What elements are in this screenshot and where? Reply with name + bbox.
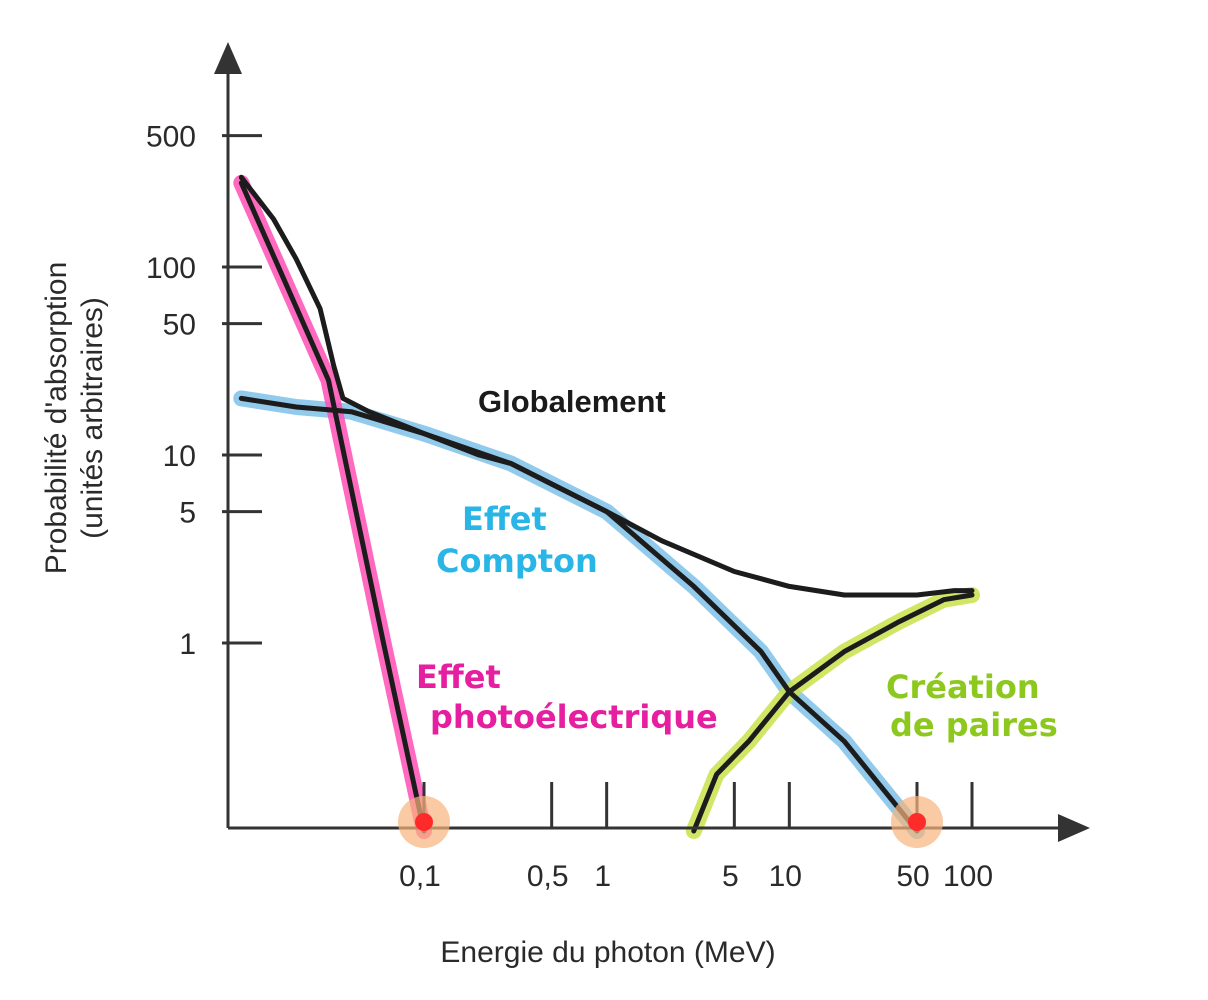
series-line-2 xyxy=(238,180,427,834)
x-tick-label-5: 50 xyxy=(896,860,929,893)
series-highlight-2 xyxy=(233,174,432,839)
x-tick-label-4: 10 xyxy=(769,860,802,893)
x-axis-arrow xyxy=(1058,814,1090,842)
y-axis-arrow xyxy=(214,42,242,74)
x-tick-label-2: 1 xyxy=(594,860,611,893)
x-axis-title: Energie du photon (MeV) xyxy=(440,936,775,969)
y-axis-title-line2: (unités arbitraires) xyxy=(76,297,109,539)
label-photo-2: photoélectrique xyxy=(430,698,718,736)
y-tick-label-2: 10 xyxy=(163,440,196,473)
x-tick-label-3: 5 xyxy=(722,860,739,893)
x-tick-label-6: 100 xyxy=(943,860,993,893)
x-ticks: 0,1 0,5 1 5 10 50 100 xyxy=(399,782,993,893)
label-paires-1: Création xyxy=(886,668,1040,706)
y-axis-title-line1: Probabilité d'absorption xyxy=(40,262,73,575)
label-compton-2: Compton xyxy=(436,542,598,580)
x-tick-label-1: 0,5 xyxy=(527,860,569,893)
y-tick-label-0: 1 xyxy=(179,628,196,661)
y-tick-label-4: 100 xyxy=(146,252,196,285)
x-tick-label-0: 0,1 xyxy=(399,860,441,893)
label-compton-1: Effet xyxy=(462,500,547,538)
curves-layer xyxy=(238,174,975,834)
label-photo-1: Effet xyxy=(416,658,501,696)
y-tick-label-5: 500 xyxy=(146,121,196,154)
y-tick-label-1: 5 xyxy=(179,497,196,530)
markers-layer xyxy=(398,796,943,848)
y-tick-label-3: 50 xyxy=(163,309,196,342)
marker-dot-0 xyxy=(415,813,433,831)
marker-dot-1 xyxy=(908,813,926,831)
series-line-3 xyxy=(691,592,975,834)
label-paires-2: de paires xyxy=(890,706,1058,744)
label-globalement: Globalement xyxy=(478,384,666,419)
y-ticks: 1 5 10 50 100 500 xyxy=(146,121,262,661)
